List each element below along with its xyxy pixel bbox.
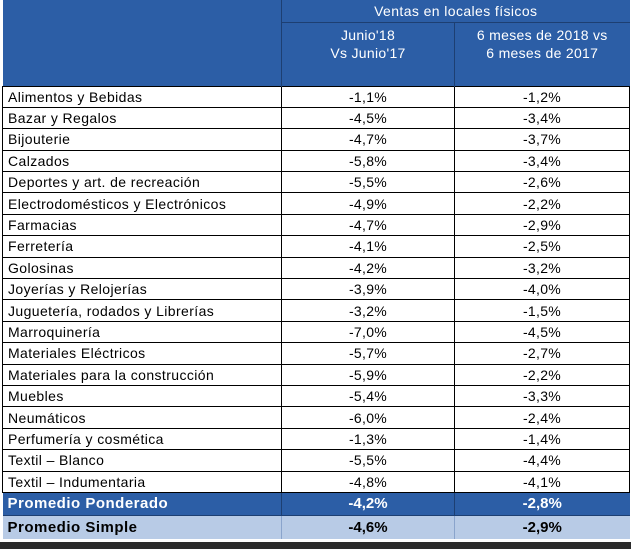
category-cell: Bazar y Regalos: [2, 107, 282, 130]
category-cell: Materiales Eléctricos: [2, 342, 282, 365]
column-header-june-line1: Junio'18: [340, 26, 396, 43]
table-row: Neumáticos -6,0% -2,4%: [2, 406, 630, 429]
table-row: Muebles -5,4% -3,3%: [2, 385, 630, 408]
june-change-cell: -1,1%: [281, 85, 455, 108]
column-header-six-months-line1: 6 meses de 2018 vs: [476, 26, 608, 43]
june-change-cell: -4,9%: [281, 192, 455, 215]
six-month-change-cell: -2,2%: [454, 192, 630, 215]
six-month-change-cell: -4,0%: [454, 278, 630, 301]
weighted-average-june: -4,2%: [281, 492, 455, 516]
header-category-cell: [2, 0, 282, 86]
table-row: Marroquinería -7,0% -4,5%: [2, 321, 630, 344]
category-cell: Ferretería: [2, 235, 282, 258]
category-cell: Farmacias: [2, 214, 282, 237]
column-header-six-months-line2: 6 meses de 2017: [486, 44, 599, 61]
simple-average-six-months: -2,9%: [454, 515, 630, 540]
category-cell: Neumáticos: [2, 406, 282, 429]
six-month-change-cell: -4,4%: [454, 449, 630, 472]
table-row: Textil – Blanco -5,5% -4,4%: [2, 449, 630, 472]
june-change-cell: -5,8%: [281, 150, 455, 173]
table-row: Golosinas -4,2% -3,2%: [2, 257, 630, 280]
june-change-cell: -5,4%: [281, 385, 455, 408]
six-month-change-cell: -4,5%: [454, 321, 630, 344]
table-row: Electrodomésticos y Electrónicos -4,9% -2,…: [2, 192, 630, 215]
table-row: Joyerías y Relojerías -3,9% -4,0%: [2, 278, 630, 301]
category-cell: Juguetería, rodados y Librerías: [2, 299, 282, 322]
june-change-cell: -4,8%: [281, 471, 455, 493]
table-body: Alimentos y Bebidas -1,1% -1,2% Bazar y Reg…: [2, 85, 630, 493]
category-cell: Alimentos y Bebidas: [2, 85, 282, 108]
june-change-cell: -4,1%: [281, 235, 455, 258]
six-month-change-cell: -2,4%: [454, 406, 630, 429]
group-header: Ventas en locales físicos: [281, 0, 630, 23]
table-row: Bazar y Regalos -4,5% -3,4%: [2, 107, 630, 130]
table-row: Farmacias -4,7% -2,9%: [2, 214, 630, 237]
category-cell: Perfumería y cosmética: [2, 428, 282, 451]
table-row: Materiales Eléctricos -5,7% -2,7%: [2, 342, 630, 365]
june-change-cell: -5,9%: [281, 364, 455, 386]
june-change-cell: -6,0%: [281, 406, 455, 429]
table-row: Juguetería, rodados y Librerías -3,2% -1,5…: [2, 299, 630, 322]
simple-average-june: -4,6%: [281, 515, 455, 540]
table-row: Deportes y art. de recreación -5,5% -2,6%: [2, 171, 630, 194]
six-month-change-cell: -3,4%: [454, 150, 630, 173]
weighted-average-label: Promedio Ponderado: [2, 492, 282, 516]
category-cell: Marroquinería: [2, 321, 282, 344]
table-row: Calzados -5,8% -3,4%: [2, 150, 630, 173]
category-cell: Calzados: [2, 150, 282, 173]
category-cell: Bijouterie: [2, 128, 282, 151]
six-month-change-cell: -3,7%: [454, 128, 630, 151]
june-change-cell: -4,7%: [281, 128, 455, 151]
june-change-cell: -1,3%: [281, 428, 455, 451]
table-row: Alimentos y Bebidas -1,1% -1,2%: [2, 85, 630, 108]
category-cell: Textil – Blanco: [2, 449, 282, 472]
category-cell: Muebles: [2, 385, 282, 408]
six-month-change-cell: -2,5%: [454, 235, 630, 258]
simple-average-row: Promedio Simple -4,6% -2,9%: [2, 515, 630, 540]
table-row: Textil – Indumentaria -4,8% -4,1%: [2, 471, 630, 493]
category-cell: Golosinas: [2, 257, 282, 280]
six-month-change-cell: -1,2%: [454, 85, 630, 108]
table-row: Perfumería y cosmética -1,3% -1,4%: [2, 428, 630, 451]
category-cell: Electrodomésticos y Electrónicos: [2, 192, 282, 215]
category-cell: Joyerías y Relojerías: [2, 278, 282, 301]
june-change-cell: -3,9%: [281, 278, 455, 301]
june-change-cell: -7,0%: [281, 321, 455, 344]
six-month-change-cell: -3,2%: [454, 257, 630, 280]
june-change-cell: -4,2%: [281, 257, 455, 280]
six-month-change-cell: -4,1%: [454, 471, 630, 493]
six-month-change-cell: -2,6%: [454, 171, 630, 194]
simple-average-label: Promedio Simple: [2, 515, 282, 540]
six-month-change-cell: -2,7%: [454, 342, 630, 365]
june-change-cell: -5,7%: [281, 342, 455, 365]
weighted-average-six-months: -2,8%: [454, 492, 630, 516]
six-month-change-cell: -1,5%: [454, 299, 630, 322]
june-change-cell: -5,5%: [281, 449, 455, 472]
category-cell: Textil – Indumentaria: [2, 471, 282, 493]
six-month-change-cell: -1,4%: [454, 428, 630, 451]
category-cell: Materiales para la construcción: [2, 364, 282, 386]
june-change-cell: -3,2%: [281, 299, 455, 322]
june-change-cell: -4,5%: [281, 107, 455, 130]
table-row: Ferretería -4,1% -2,5%: [2, 235, 630, 258]
june-change-cell: -5,5%: [281, 171, 455, 194]
sales-comparison-table: Ventas en locales físicos Junio'18 Vs Ju…: [2, 0, 630, 540]
bottom-bar: [0, 542, 631, 549]
category-cell: Deportes y art. de recreación: [2, 171, 282, 194]
six-month-change-cell: -3,3%: [454, 385, 630, 408]
column-header-six-months: 6 meses de 2018 vs 6 meses de 2017: [454, 22, 630, 86]
six-month-change-cell: -2,9%: [454, 214, 630, 237]
six-month-change-cell: -2,2%: [454, 364, 630, 386]
table-row: Materiales para la construcción -5,9% -2,2…: [2, 364, 630, 386]
six-month-change-cell: -3,4%: [454, 107, 630, 130]
table-row: Bijouterie -4,7% -3,7%: [2, 128, 630, 151]
weighted-average-row: Promedio Ponderado -4,2% -2,8%: [2, 492, 630, 516]
column-header-june-line2: Vs Junio'17: [330, 44, 406, 61]
column-header-june: Junio'18 Vs Junio'17: [281, 22, 455, 86]
june-change-cell: -4,7%: [281, 214, 455, 237]
